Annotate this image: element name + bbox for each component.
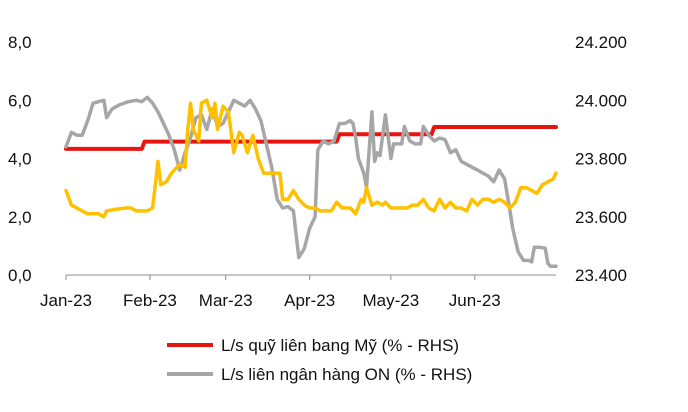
right-y-tick-label: 23.400 [575, 266, 627, 285]
x-tick-label: Jan-23 [40, 291, 92, 310]
x-tick-label: Feb-23 [123, 291, 177, 310]
x-tick-label: Mar-23 [199, 291, 253, 310]
left-y-tick-label: 8,0 [8, 33, 32, 52]
left-y-tick-label: 4,0 [8, 150, 32, 169]
right-y-tick-label: 23.600 [575, 208, 627, 227]
left-y-tick-label: 0,0 [8, 266, 32, 285]
right-y-tick-label: 24.000 [575, 91, 627, 110]
x-tick-label: Jun-23 [449, 291, 501, 310]
right-y-tick-label: 24.200 [575, 33, 627, 52]
series-line-2 [64, 98, 558, 219]
legend-label: L/s liên ngân hàng ON (% - RHS) [221, 365, 472, 384]
left-axis-ticks: 0,0 2,0 4,0 6,0 8,0 [8, 33, 32, 285]
left-y-tick-label: 6,0 [8, 91, 32, 110]
legend: L/s quỹ liên bang Mỹ (% - RHS) L/s liên n… [167, 336, 472, 384]
legend-label: L/s quỹ liên bang Mỹ (% - RHS) [221, 336, 459, 355]
series-line-1 [64, 95, 558, 269]
x-tick-label: May-23 [363, 291, 420, 310]
x-tick-label: Apr-23 [284, 291, 335, 310]
series-line-0 [64, 125, 558, 151]
right-axis-ticks: 23.400 23.600 23.800 24.000 24.200 [575, 33, 627, 285]
x-axis-ticks: Jan-23 Feb-23 Mar-23 Apr-23 May-23 Jun-23 [40, 275, 501, 310]
left-y-tick-label: 2,0 [8, 208, 32, 227]
series-layer [64, 95, 558, 269]
right-y-tick-label: 23.800 [575, 150, 627, 169]
